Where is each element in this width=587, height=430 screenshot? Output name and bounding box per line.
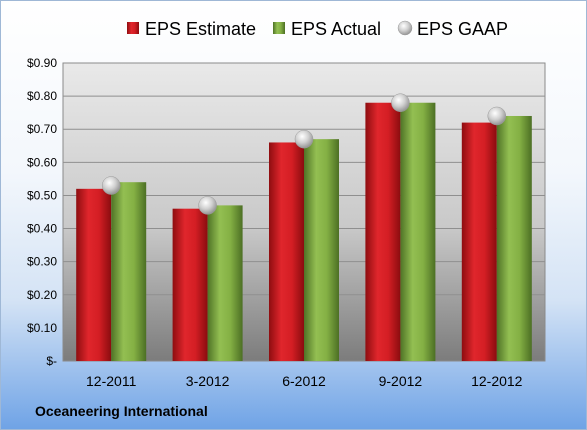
legend-eps-gaap-swatch (397, 20, 413, 36)
legend-eps-actual-label: EPS Actual (291, 19, 381, 39)
y-tick-label: $0.90 (27, 56, 57, 70)
x-category-label: 6-2012 (282, 373, 326, 389)
eps-actual-bar (207, 205, 243, 361)
x-category-label: 12-2011 (86, 373, 137, 389)
y-tick-label: $0.60 (27, 155, 57, 169)
eps-gaap-point (294, 129, 314, 149)
eps-estimate-bar (461, 122, 497, 361)
eps-gaap-point (391, 93, 410, 112)
x-category-label: 12-2012 (471, 373, 523, 389)
legend-eps-gaap-label: EPS GAAP (417, 19, 508, 39)
y-tick-label: $0.10 (27, 321, 57, 335)
legend-eps-estimate-swatch (127, 22, 139, 34)
eps-gaap-point (101, 176, 121, 195)
eps-estimate-bar (365, 102, 401, 361)
y-tick-label: $- (46, 354, 57, 368)
x-category-label: 9-2012 (379, 373, 423, 389)
company-name: Oceaneering International (35, 403, 208, 419)
eps-actual-bar (111, 182, 147, 361)
y-tick-label: $0.20 (27, 288, 57, 302)
eps-actual-bar (400, 102, 436, 361)
y-tick-label: $0.50 (27, 188, 57, 202)
y-tick-label: $0.80 (27, 89, 57, 103)
eps-gaap-point (198, 196, 217, 215)
eps-estimate-bar (76, 188, 112, 361)
x-category-label: 3-2012 (186, 373, 230, 389)
eps-gaap-point (487, 106, 507, 126)
legend-eps-estimate-label: EPS Estimate (145, 19, 256, 39)
legend-eps-actual-swatch (273, 22, 285, 34)
eps-estimate-bar (172, 208, 208, 361)
y-tick-label: $0.70 (27, 122, 57, 136)
eps-estimate-bar (269, 142, 304, 361)
y-tick-label: $0.30 (27, 255, 57, 269)
eps-actual-bar (304, 139, 339, 361)
y-tick-label: $0.40 (27, 222, 57, 236)
eps-actual-bar (496, 115, 532, 361)
